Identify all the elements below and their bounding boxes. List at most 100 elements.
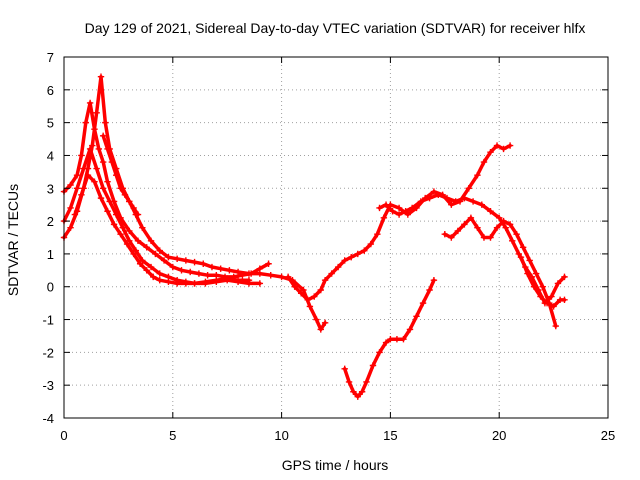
- data-point: [152, 250, 159, 258]
- data-point: [126, 227, 133, 235]
- data-point: [465, 185, 472, 192]
- y-tick-label: 4: [47, 148, 54, 163]
- data-point: [126, 237, 133, 244]
- data-point: [130, 204, 137, 212]
- data-point: [480, 158, 488, 166]
- data-point: [480, 234, 488, 241]
- data-point: [367, 240, 375, 248]
- data-point: [117, 185, 124, 192]
- data-point: [208, 263, 216, 271]
- data-point: [108, 158, 116, 166]
- data-point: [93, 109, 100, 116]
- data-point: [509, 237, 516, 244]
- data-point: [306, 303, 314, 310]
- series-track-i: [517, 253, 568, 310]
- x-tick-label: 5: [169, 428, 176, 443]
- data-point: [554, 280, 562, 287]
- data-point: [402, 208, 409, 215]
- data-point: [169, 263, 176, 271]
- data-point: [561, 296, 568, 304]
- data-point: [78, 191, 85, 199]
- data-point: [382, 339, 390, 346]
- x-tick-label: 25: [601, 428, 615, 443]
- data-point: [234, 268, 242, 276]
- data-point: [448, 234, 455, 241]
- y-tick-label: 2: [47, 214, 54, 229]
- axis-ticks: 0 5 10 15 20 25 -4 -3 -2 -1 0 1 2 3 4 5 6 7: [42, 50, 615, 443]
- data-point: [256, 265, 264, 272]
- data-point: [156, 276, 163, 284]
- data-point: [474, 224, 481, 231]
- data-point: [478, 201, 485, 208]
- data-point: [561, 273, 568, 281]
- data-point: [345, 378, 353, 386]
- data-point: [67, 204, 74, 212]
- data-point: [358, 388, 366, 395]
- data-point: [389, 208, 396, 215]
- data-point: [86, 145, 94, 153]
- data-point: [278, 273, 285, 281]
- data-point: [493, 142, 501, 149]
- data-point: [419, 299, 427, 307]
- data-point: [97, 194, 105, 202]
- data-point: [454, 227, 462, 235]
- data-point: [80, 165, 87, 172]
- y-tick-label: -3: [42, 378, 54, 393]
- data-point: [321, 319, 329, 327]
- data-point: [387, 336, 394, 343]
- data-point: [443, 194, 451, 202]
- data-point: [400, 336, 407, 343]
- data-point: [317, 286, 324, 294]
- data-point: [121, 191, 129, 199]
- y-tick-label: -1: [42, 313, 54, 328]
- data-point: [234, 276, 242, 284]
- data-point: [91, 126, 98, 133]
- data-point: [517, 253, 525, 261]
- data-point: [369, 362, 377, 369]
- data-point: [147, 263, 155, 271]
- data-point: [467, 214, 475, 222]
- series-track-d: [71, 171, 253, 287]
- data-point: [119, 224, 126, 231]
- data-point: [191, 280, 198, 287]
- data-point: [256, 280, 264, 287]
- data-point: [328, 270, 335, 277]
- data-point: [156, 270, 163, 277]
- data-point: [130, 250, 137, 258]
- data-point: [348, 253, 355, 261]
- data-point: [321, 276, 329, 284]
- data-point: [441, 231, 448, 238]
- data-point: [487, 208, 494, 215]
- data-point: [435, 191, 442, 199]
- data-point: [95, 145, 103, 153]
- data-point: [526, 257, 533, 264]
- series-track-h: [441, 214, 559, 330]
- data-point: [97, 73, 105, 80]
- data-point: [513, 231, 520, 238]
- data-point: [182, 280, 190, 287]
- data-point: [506, 142, 514, 149]
- data-point: [104, 145, 111, 153]
- y-tick-label: 6: [47, 83, 54, 98]
- data-point: [543, 299, 551, 307]
- data-point: [182, 257, 190, 264]
- data-point: [426, 286, 433, 294]
- data-point: [430, 188, 438, 195]
- y-tick-label: -4: [42, 411, 54, 426]
- data-point: [202, 278, 209, 286]
- y-tick-label: 5: [47, 116, 54, 131]
- data-point: [413, 313, 420, 320]
- data-point: [502, 224, 509, 231]
- data-point: [110, 221, 118, 228]
- data-point: [104, 208, 111, 215]
- data-point: [404, 211, 412, 218]
- data-point: [341, 257, 348, 264]
- data-point: [341, 365, 348, 372]
- data-point: [126, 198, 133, 205]
- data-point: [354, 250, 361, 258]
- data-point: [226, 267, 233, 274]
- data-point: [191, 258, 198, 266]
- data-point: [408, 204, 416, 212]
- data-point: [361, 247, 368, 254]
